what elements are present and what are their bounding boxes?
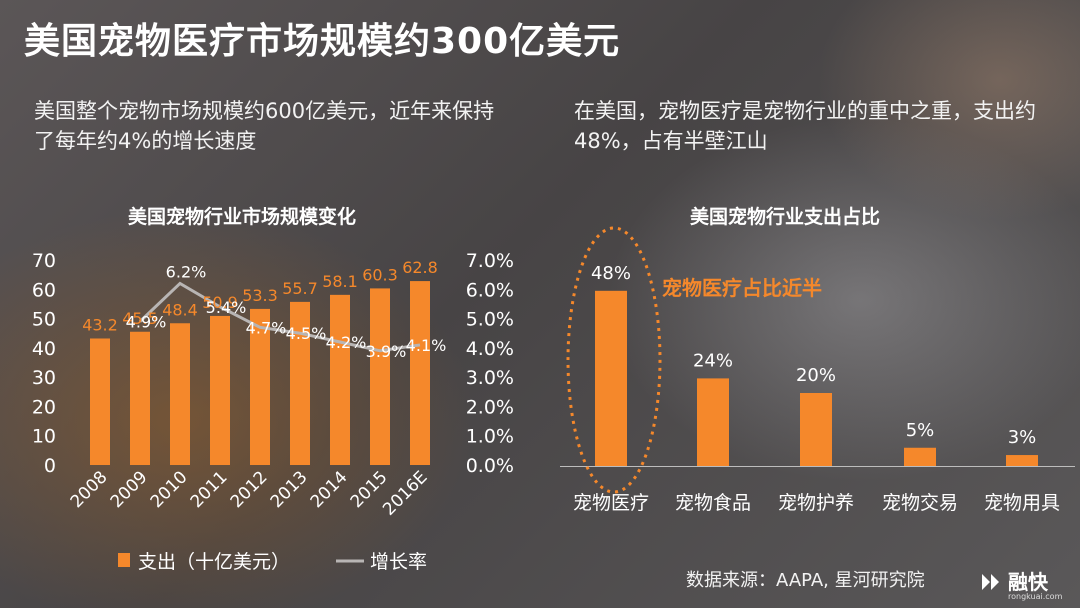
growth-label: 3.9% xyxy=(366,342,407,361)
y2-tick-label: 5.0% xyxy=(466,309,514,331)
y-tick-label: 0 xyxy=(44,455,56,477)
x-tick-label: 宠物食品 xyxy=(675,492,751,514)
left-description: 美国整个宠物市场规模约600亿美元，近年来保持了每年约4%的增长速度 xyxy=(34,99,495,153)
bar-value-label: 24% xyxy=(693,350,733,371)
bar xyxy=(250,308,270,465)
y2-tick-label: 7.0% xyxy=(466,250,514,272)
legend-bar-label: 支出（十亿美元） xyxy=(138,551,290,573)
y-tick-label: 70 xyxy=(32,250,56,272)
y-tick-label: 10 xyxy=(32,426,56,448)
bar xyxy=(904,447,936,466)
y-tick-label: 20 xyxy=(32,396,56,418)
bar xyxy=(1006,455,1038,466)
growth-label: 5.4% xyxy=(206,298,247,317)
y-tick-label: 30 xyxy=(32,367,56,389)
bar xyxy=(290,301,310,465)
y2-tick-label: 3.0% xyxy=(466,367,514,389)
bar-value-label: 55.7 xyxy=(282,279,318,298)
y2-tick-label: 4.0% xyxy=(466,338,514,360)
logo: 融快 rongkuai.com xyxy=(978,566,1078,606)
growth-label: 4.7% xyxy=(246,318,287,337)
bar-value-label: 58.1 xyxy=(322,272,358,291)
legend-bar-swatch xyxy=(118,553,130,567)
chart2-annotation: 宠物医疗占比近半 xyxy=(662,276,822,300)
growth-label: 4.5% xyxy=(286,324,327,343)
growth-label: 6.2% xyxy=(166,262,207,281)
y-tick-label: 50 xyxy=(32,309,56,331)
growth-label: 4.1% xyxy=(406,336,447,355)
growth-label: 4.9% xyxy=(126,313,167,332)
bar xyxy=(800,393,832,466)
bar-value-label: 20% xyxy=(796,365,836,386)
bar xyxy=(370,288,390,465)
y-tick-label: 40 xyxy=(32,338,56,360)
growth-label: 4.2% xyxy=(326,333,367,352)
bar-value-label: 50.9 xyxy=(202,293,238,312)
bar-value-label: 60.3 xyxy=(362,265,398,284)
bar-value-label: 5% xyxy=(906,420,935,441)
bar-value-label: 43.2 xyxy=(82,315,118,334)
bar xyxy=(90,338,110,465)
legend-line-label: 增长率 xyxy=(370,551,427,573)
bar xyxy=(130,331,150,465)
bar xyxy=(210,315,230,465)
page-title: 美国宠物医疗市场规模约300亿美元 xyxy=(24,21,621,62)
source-note: 数据来源：AAPA, 星河研究院 xyxy=(686,570,925,591)
logo-name: 融快 xyxy=(1008,570,1048,594)
bar xyxy=(595,290,627,466)
growth-line xyxy=(138,281,421,353)
bar xyxy=(170,323,190,465)
x-tick-label: 宠物医疗 xyxy=(573,492,649,514)
right-description: 在美国，宠物医疗是宠物行业的重中之重，支出约48%，占有半壁江山 xyxy=(574,99,1036,153)
highlight-ellipse xyxy=(566,226,662,494)
x-tick-label: 宠物护养 xyxy=(778,492,854,514)
y-tick-label: 60 xyxy=(32,279,56,301)
y2-tick-label: 0.0% xyxy=(466,455,514,477)
chart2-title: 美国宠物行业支出占比 xyxy=(690,206,881,228)
bar-value-label: 62.8 xyxy=(402,258,438,277)
chart1-title: 美国宠物行业市场规模变化 xyxy=(128,206,357,228)
x-tick-label: 宠物用具 xyxy=(984,492,1060,514)
bar xyxy=(697,378,729,466)
bar-value-label: 3% xyxy=(1008,427,1037,448)
logo-url: rongkuai.com xyxy=(1008,592,1063,601)
bar-value-label: 45.5 xyxy=(122,309,158,328)
bar xyxy=(330,294,350,465)
x-tick-label: 宠物交易 xyxy=(882,492,958,514)
bar-value-label: 48% xyxy=(591,263,631,284)
y2-tick-label: 6.0% xyxy=(466,279,514,301)
y2-tick-label: 1.0% xyxy=(466,426,514,448)
bar xyxy=(410,281,430,465)
y2-tick-label: 2.0% xyxy=(466,396,514,418)
logo-icon xyxy=(982,574,999,590)
bar-value-label: 48.4 xyxy=(162,300,198,319)
bar-value-label: 53.3 xyxy=(242,286,278,305)
